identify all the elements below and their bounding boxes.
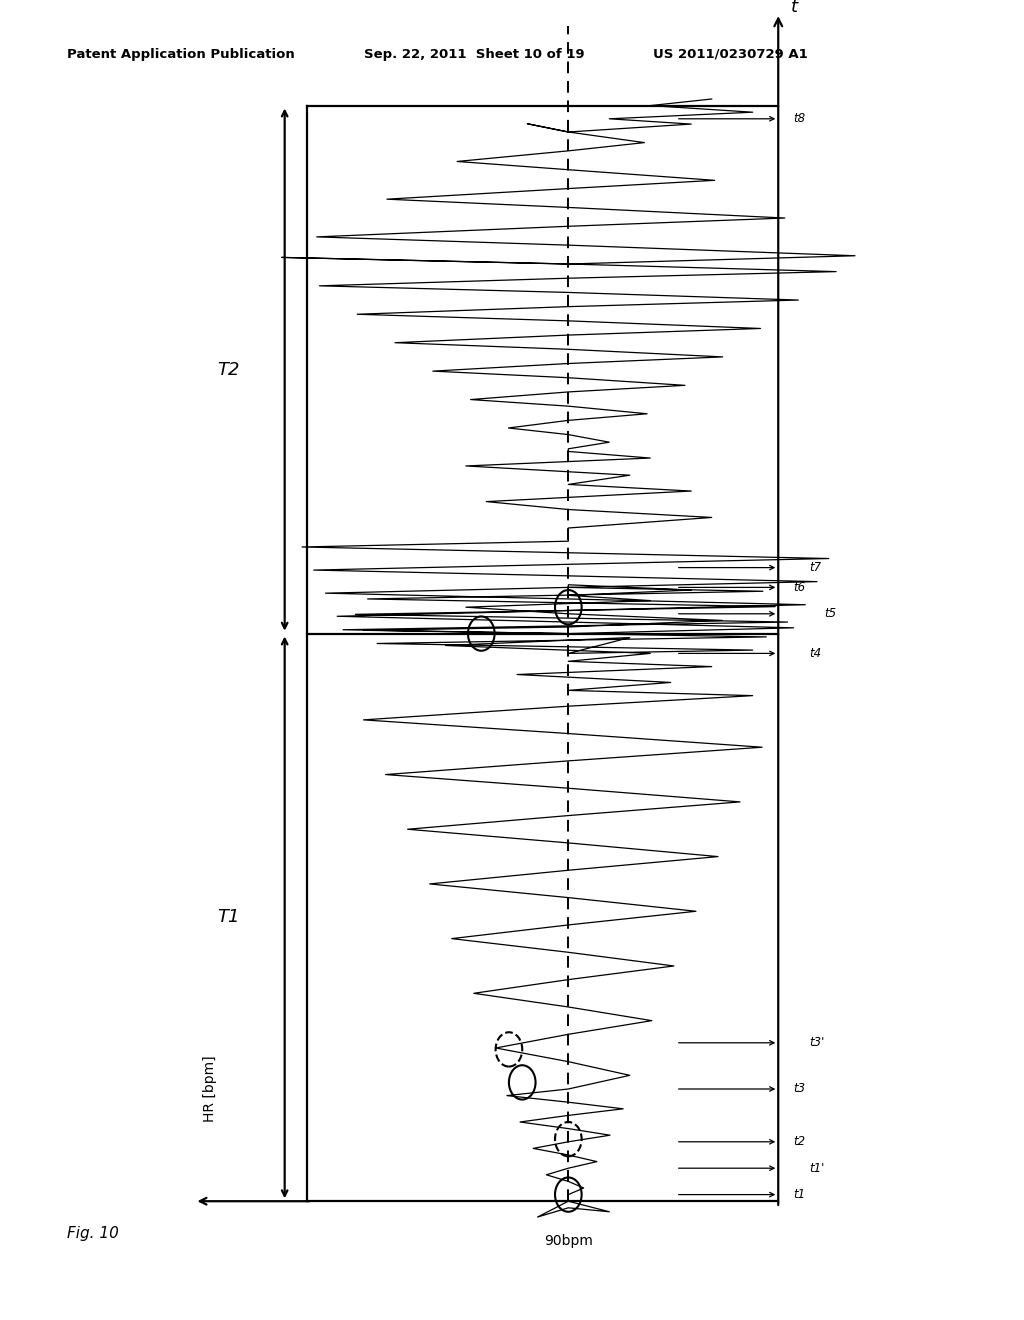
Text: t7: t7 xyxy=(809,561,821,574)
Text: t4: t4 xyxy=(809,647,821,660)
Text: T2: T2 xyxy=(217,360,240,379)
Text: t6: t6 xyxy=(794,581,806,594)
Text: t2: t2 xyxy=(794,1135,806,1148)
Text: t8: t8 xyxy=(794,112,806,125)
Text: t1: t1 xyxy=(794,1188,806,1201)
Text: t5: t5 xyxy=(824,607,837,620)
Text: 90bpm: 90bpm xyxy=(544,1234,593,1249)
Text: US 2011/0230729 A1: US 2011/0230729 A1 xyxy=(653,48,808,61)
Text: Sep. 22, 2011  Sheet 10 of 19: Sep. 22, 2011 Sheet 10 of 19 xyxy=(364,48,584,61)
Text: Patent Application Publication: Patent Application Publication xyxy=(67,48,294,61)
Text: HR [bpm]: HR [bpm] xyxy=(203,1056,217,1122)
Text: Fig. 10: Fig. 10 xyxy=(67,1226,119,1241)
Text: t3': t3' xyxy=(809,1036,824,1049)
Text: t: t xyxy=(791,0,798,16)
Text: T1: T1 xyxy=(217,908,240,927)
Text: t3: t3 xyxy=(794,1082,806,1096)
Text: t1': t1' xyxy=(809,1162,824,1175)
